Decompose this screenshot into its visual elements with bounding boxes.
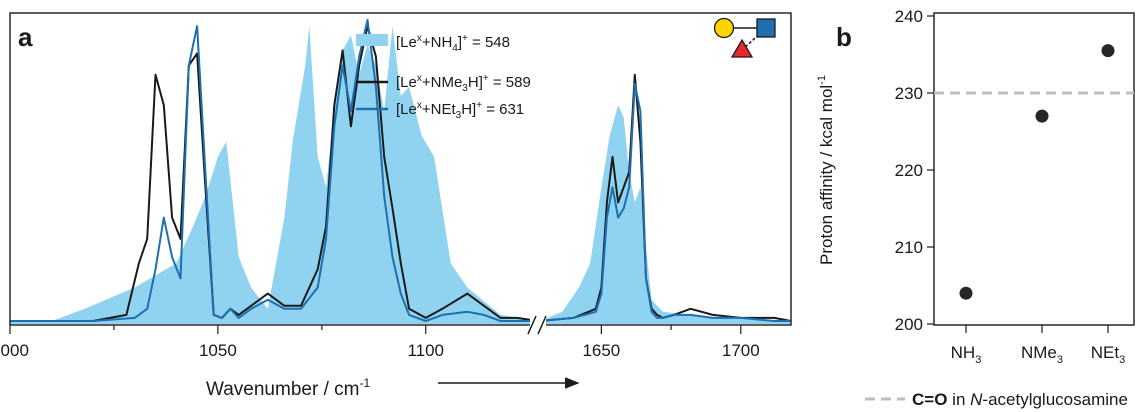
x-tick-label-1000: 1000 <box>0 341 29 360</box>
panel-a-frame <box>9 12 792 326</box>
lewis-x-glycan-icon <box>713 17 776 58</box>
panel-b-frame <box>933 12 1135 326</box>
galactose-circle-icon <box>713 17 735 39</box>
category-label-1: NMe3 <box>1021 343 1063 366</box>
y-tick-label-220: 220 <box>895 161 923 180</box>
series-2-line-segment-1 <box>539 82 791 322</box>
series-0-area-segment-0 <box>10 26 538 324</box>
fucose-triangle-icon <box>730 38 754 58</box>
x-tick-label-1650: 1650 <box>582 341 620 360</box>
x-tick-label-1100: 1100 <box>407 341 444 360</box>
glcnac-square-icon <box>756 18 776 38</box>
series-1-line-segment-1 <box>539 73 791 322</box>
y-tick-label-200: 200 <box>895 315 923 334</box>
y-tick-label-210: 210 <box>895 238 923 257</box>
legend-label-nme3h: [Lex+NMe3H]+ = 589 <box>396 73 531 94</box>
x-axis-label: Wavenumber / cm-1 <box>206 376 370 400</box>
reference-legend: C=O in N-acetylglucosamine <box>865 390 1128 409</box>
series-1-line-segment-0 <box>10 25 539 322</box>
data-point-1 <box>1035 109 1049 123</box>
panel-a: a 1000 1050 1100 1650 1700 Wavenumber / cm-1… <box>0 12 792 400</box>
data-point-2 <box>1101 44 1115 58</box>
y-axis-label: Proton affinity / kcal mol-1 <box>816 75 836 265</box>
x-tick-label-1700: 1700 <box>722 341 760 360</box>
legend-label-nh4: [Lex+NH4]+ = 548 <box>396 33 510 54</box>
spectra-lines <box>10 19 791 322</box>
legend: [Lex+NH4]+ = 548 [Lex+NMe3H]+ = 589 [Lex… <box>356 33 531 121</box>
legend-label-net3h: [Lex+NEt3H]+ = 631 <box>396 100 524 121</box>
legend-swatch-nh4 <box>356 34 388 46</box>
data-points <box>959 44 1115 300</box>
category-label-0: NH3 <box>951 343 982 366</box>
series-2-line-segment-0 <box>10 19 538 322</box>
axis-break <box>527 315 547 335</box>
x-axis-ticks: 1000 1050 1100 1650 1700 <box>0 325 760 360</box>
panel-b: b 200 210 220 230 240 NH3 NMe3 NEt3 Proton aff… <box>816 7 1135 409</box>
y-tick-label-240: 240 <box>895 7 923 26</box>
y-axis-ticks: 200 210 220 230 240 <box>895 7 934 334</box>
spectra-areas <box>10 26 791 324</box>
panel-b-label: b <box>836 22 852 52</box>
reference-legend-label: C=O in N-acetylglucosamine <box>912 390 1128 409</box>
category-label-2: NEt3 <box>1091 343 1125 366</box>
panel-a-label: a <box>18 22 33 52</box>
data-point-0 <box>959 286 973 300</box>
x-tick-label-1050: 1050 <box>199 341 237 360</box>
y-tick-label-230: 230 <box>895 84 923 103</box>
series-0-area-segment-1 <box>540 105 791 324</box>
x-axis-categories: NH3 NMe3 NEt3 <box>951 325 1125 366</box>
